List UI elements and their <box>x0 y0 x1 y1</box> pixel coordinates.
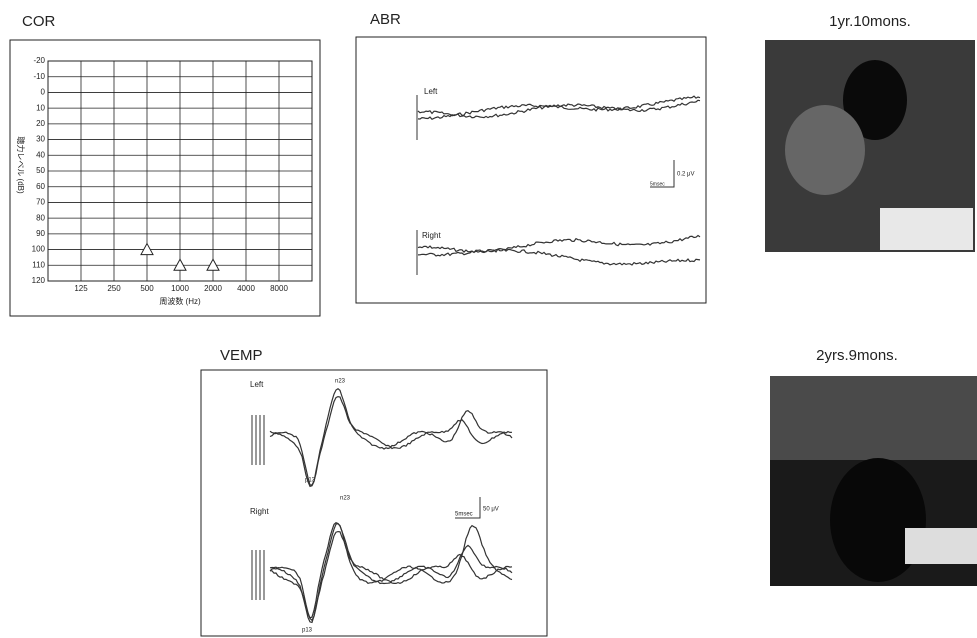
scale-label: 5msec <box>650 181 665 187</box>
y-tick-label: 50 <box>36 166 45 175</box>
waveform <box>418 236 700 253</box>
figure: COR 聴力レベル (dB) 周波数 (Hz) -20 -10 0 10 20 30 40 5… <box>0 0 977 638</box>
y-axis-label: 聴力レベル (dB) <box>16 136 26 194</box>
trace-label: Right <box>250 507 269 516</box>
y-tick-label: 110 <box>32 260 45 269</box>
trace-label: Right <box>422 231 441 240</box>
peak-label: n23 <box>335 379 346 385</box>
waveform <box>418 96 700 119</box>
photo-detail <box>905 528 977 564</box>
y-tick-label: 100 <box>32 245 46 254</box>
scale-label: 50 μV <box>483 507 499 513</box>
y-tick-label: -20 <box>33 56 45 65</box>
y-tick-label: 30 <box>36 135 45 144</box>
panel-title: VEMP <box>220 347 263 364</box>
peak-label: p13 <box>302 628 313 634</box>
panel-title: COR <box>22 13 56 30</box>
threshold-marker <box>174 259 186 270</box>
x-tick-label: 2000 <box>204 284 222 293</box>
y-tick-label: 0 <box>41 88 46 97</box>
y-tick-label: 90 <box>36 229 45 238</box>
x-tick-label: 250 <box>107 284 121 293</box>
x-axis-label: 周波数 (Hz) <box>159 296 201 306</box>
y-tick-label: -10 <box>33 72 45 81</box>
photo-caption: 2yrs.9mons. <box>816 347 898 364</box>
panel-title: ABR <box>370 11 401 28</box>
x-tick-label: 1000 <box>171 284 189 293</box>
x-tick-label: 8000 <box>270 284 288 293</box>
waveform <box>418 249 700 265</box>
photo-detail <box>785 105 865 195</box>
y-tick-label: 10 <box>36 103 45 112</box>
cor-frame <box>10 40 320 316</box>
x-tick-label: 4000 <box>237 284 255 293</box>
trace-label: Left <box>424 87 438 96</box>
threshold-marker <box>207 259 219 270</box>
photo-detail <box>880 208 973 250</box>
x-tick-label: 500 <box>140 284 154 293</box>
x-tick-label: 125 <box>74 284 88 293</box>
photo-detail <box>770 376 977 460</box>
y-tick-label: 70 <box>36 198 45 207</box>
y-tick-label: 120 <box>32 276 46 285</box>
peak-label: n23 <box>340 496 351 502</box>
trace-label: Left <box>250 380 264 389</box>
photo-caption: 1yr.10mons. <box>829 13 911 30</box>
vemp-frame <box>201 370 547 636</box>
threshold-marker <box>141 244 153 255</box>
waveform <box>270 397 512 485</box>
scale-label: 0.2 μV <box>677 172 694 178</box>
scale-label: 5msec <box>455 512 473 518</box>
y-tick-label: 20 <box>36 119 45 128</box>
y-tick-label: 80 <box>36 213 45 222</box>
y-tick-label: 60 <box>36 182 45 191</box>
y-tick-label: 40 <box>36 150 45 159</box>
